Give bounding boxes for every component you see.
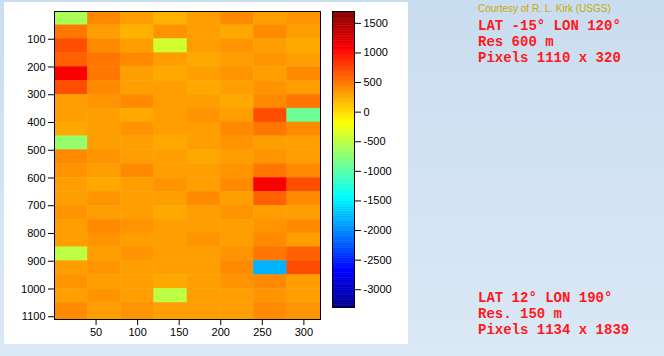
svg-text:600: 600 bbox=[27, 172, 45, 184]
svg-text:250: 250 bbox=[253, 326, 271, 338]
svg-text:1000: 1000 bbox=[364, 46, 388, 58]
svg-text:-2000: -2000 bbox=[364, 224, 392, 236]
html-text:Courtesy of R. L. Kirk (USGS): Courtesy of R. L. Kirk (USGS) bbox=[478, 3, 611, 14]
svg-text:400: 400 bbox=[27, 116, 45, 128]
html-text:Res 600 m: Res 600 m bbox=[478, 34, 554, 50]
svg-text:-2500: -2500 bbox=[364, 254, 392, 266]
svg-text:-500: -500 bbox=[364, 135, 386, 147]
svg-text:150: 150 bbox=[170, 326, 188, 338]
svg-text:0: 0 bbox=[364, 106, 370, 118]
svg-text:300: 300 bbox=[27, 88, 45, 100]
svg-text:-3000: -3000 bbox=[364, 283, 392, 295]
html-text:Pixels 1134 x 1839: Pixels 1134 x 1839 bbox=[478, 322, 630, 338]
svg-text:1000: 1000 bbox=[21, 282, 45, 294]
svg-text:200: 200 bbox=[27, 61, 45, 73]
svg-text:-1000: -1000 bbox=[364, 165, 392, 177]
html-text:Res. 150 m: Res. 150 m bbox=[478, 306, 562, 322]
svg-text:500: 500 bbox=[364, 76, 382, 88]
svg-text:-1500: -1500 bbox=[364, 194, 392, 206]
html-text:LAT -15° LON 120°: LAT -15° LON 120° bbox=[478, 18, 621, 34]
svg-text:100: 100 bbox=[128, 326, 146, 338]
svg-text:50: 50 bbox=[90, 326, 102, 338]
svg-text:100: 100 bbox=[27, 33, 45, 45]
html-text:LAT 12° LON 190°: LAT 12° LON 190° bbox=[478, 290, 613, 306]
svg-text:1500: 1500 bbox=[364, 17, 388, 29]
html-text:Pixels 1110 x 320: Pixels 1110 x 320 bbox=[478, 50, 621, 66]
svg-text:800: 800 bbox=[27, 227, 45, 239]
svg-text:200: 200 bbox=[212, 326, 230, 338]
svg-text:500: 500 bbox=[27, 144, 45, 156]
svg-text:900: 900 bbox=[27, 255, 45, 267]
svg-text:700: 700 bbox=[27, 199, 45, 211]
svg-text:300: 300 bbox=[295, 326, 313, 338]
svg-text:1100: 1100 bbox=[22, 310, 46, 322]
